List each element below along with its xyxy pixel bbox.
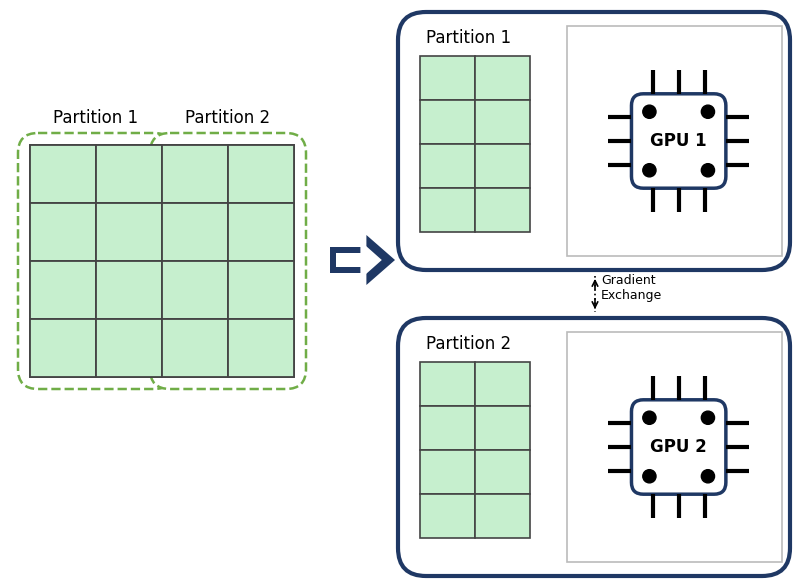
Polygon shape [330,235,395,285]
Bar [162,203,228,261]
Bar [162,261,228,319]
Bar [30,319,96,377]
Bar [30,261,96,319]
Bar [475,406,530,450]
Bar [162,319,228,377]
Bar [475,450,530,494]
Circle shape [642,164,656,177]
Circle shape [701,470,715,483]
Text: GPU 2: GPU 2 [650,438,707,456]
Bar [96,145,162,203]
Bar [30,145,96,203]
Bar [96,319,162,377]
Bar [420,188,475,232]
Bar [96,261,162,319]
FancyBboxPatch shape [398,12,790,270]
Bar [162,203,228,261]
Bar [30,203,96,261]
Bar [475,144,530,188]
FancyBboxPatch shape [18,133,174,389]
Bar [420,56,475,100]
FancyBboxPatch shape [631,94,726,188]
Bar [162,319,228,377]
Polygon shape [336,241,382,279]
Text: Partition 1: Partition 1 [54,109,139,127]
Circle shape [642,411,656,425]
Bar [420,406,475,450]
Bar [475,188,530,232]
Bar [475,362,530,406]
Text: Partition 2: Partition 2 [426,335,511,353]
Bar [420,100,475,144]
Bar [228,261,294,319]
Bar [96,145,162,203]
FancyBboxPatch shape [398,318,790,576]
Circle shape [642,105,656,118]
Text: Partition 2: Partition 2 [185,109,270,127]
FancyBboxPatch shape [150,133,306,389]
Bar [96,203,162,261]
Bar [228,319,294,377]
Bar [420,362,475,406]
Bar [475,494,530,538]
Bar [228,145,294,203]
Bar [96,319,162,377]
Bar [30,319,96,377]
Bar [162,261,228,319]
Circle shape [701,164,715,177]
Bar [228,145,294,203]
Bar [475,56,530,100]
FancyBboxPatch shape [631,400,726,494]
Bar [566,26,782,256]
Text: Partition 1: Partition 1 [426,29,511,47]
Bar [162,145,228,203]
Bar [228,203,294,261]
Bar [475,100,530,144]
Bar [30,203,96,261]
Circle shape [701,411,715,425]
Bar [162,145,228,203]
Bar [228,319,294,377]
Bar [420,144,475,188]
Bar [96,203,162,261]
Text: Gradient
Exchange: Gradient Exchange [601,274,662,302]
Bar [566,332,782,562]
Bar [228,203,294,261]
Bar [420,450,475,494]
Bar [420,494,475,538]
Bar [228,261,294,319]
Circle shape [642,470,656,483]
Bar [96,261,162,319]
Circle shape [701,105,715,118]
Bar [30,261,96,319]
Text: GPU 1: GPU 1 [650,132,707,150]
Bar [30,145,96,203]
